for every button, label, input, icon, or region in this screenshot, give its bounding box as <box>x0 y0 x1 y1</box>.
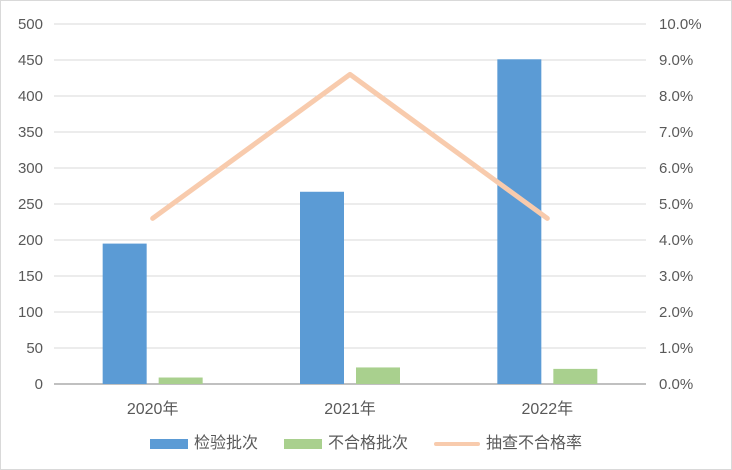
legend-item-2: 不合格批次 <box>283 435 408 452</box>
right-axis-tick-label: 2.0% <box>659 304 693 321</box>
category-label: 2021年 <box>324 400 376 418</box>
category-label: 2020年 <box>127 400 179 418</box>
left-axis-tick-label: 0 <box>35 376 43 393</box>
bar-series2-2022年 <box>553 368 598 384</box>
right-axis-tick-label: 6.0% <box>659 160 693 177</box>
left-axis-tick-label: 50 <box>26 340 43 357</box>
legend-label: 检验批次 <box>193 435 258 452</box>
category-label: 2022年 <box>522 400 574 418</box>
left-axis-tick-label: 100 <box>18 304 43 321</box>
legend-bar-swatch <box>149 439 188 449</box>
legend-bar-swatch <box>283 439 322 449</box>
left-axis-tick-label: 300 <box>18 160 43 177</box>
right-axis-tick-label: 4.0% <box>659 232 693 249</box>
left-axis-tick-label: 150 <box>18 268 43 285</box>
left-axis-tick-label: 200 <box>18 232 43 249</box>
legend-line-swatch <box>434 442 480 446</box>
right-axis-tick-label: 0.0% <box>659 376 693 393</box>
right-axis-tick-label: 9.0% <box>659 52 693 69</box>
legend-item-3: 抽查不合格率 <box>434 436 582 452</box>
legend: 检验批次 不合格批次 抽查不合格率 <box>1 431 731 457</box>
rate-line <box>150 71 550 221</box>
bar-series2-2021年 <box>356 367 400 384</box>
bar-series1-2020年 <box>102 243 147 384</box>
right-axis-tick-label: 10.0% <box>659 16 702 33</box>
left-axis-tick-label: 350 <box>18 124 43 141</box>
legend-item-1: 检验批次 <box>149 435 258 452</box>
right-axis-tick-label: 5.0% <box>659 196 693 213</box>
left-axis-tick-label: 500 <box>18 16 43 33</box>
left-axis-tick-label: 250 <box>18 196 43 213</box>
legend-label: 抽查不合格率 <box>486 435 583 452</box>
bar-series1-2022年 <box>497 59 542 384</box>
bar-series2-2020年 <box>158 377 203 384</box>
right-axis-tick-label: 3.0% <box>659 268 693 285</box>
right-axis-tick-label: 8.0% <box>659 88 693 105</box>
right-axis-tick-label: 1.0% <box>659 340 693 357</box>
legend-label: 不合格批次 <box>327 435 408 452</box>
right-axis-tick-label: 7.0% <box>659 124 693 141</box>
left-axis-tick-label: 450 <box>18 52 43 69</box>
left-axis-tick-label: 400 <box>18 88 43 105</box>
bar-series1-2021年 <box>300 191 344 384</box>
